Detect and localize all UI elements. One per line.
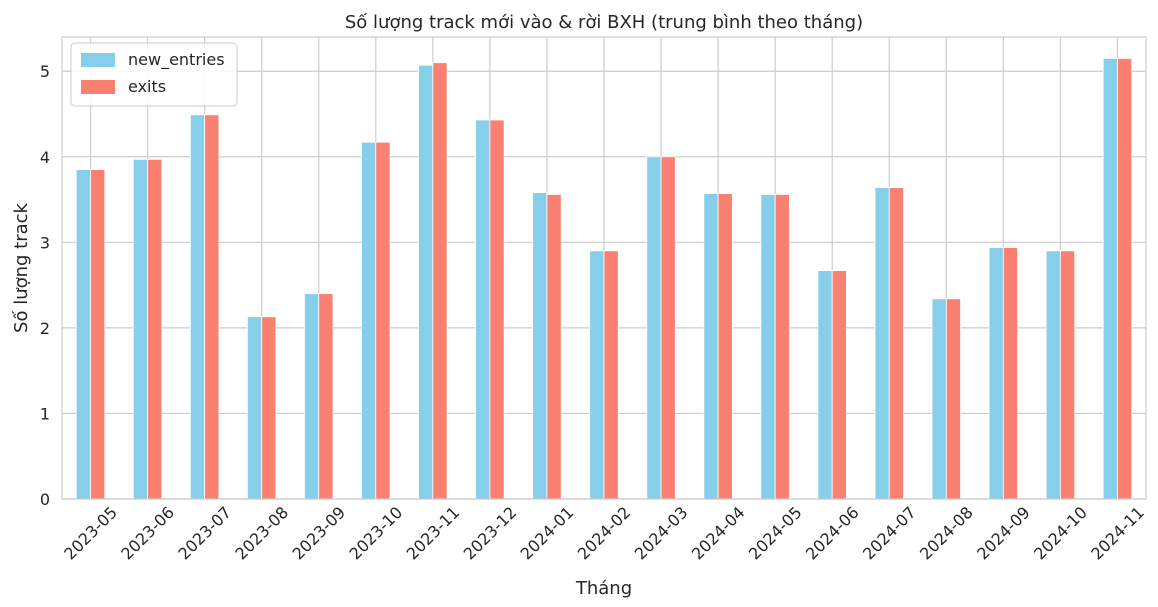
- y-tick-label: 3: [40, 233, 50, 252]
- bar-exits-2023-06: [147, 158, 163, 500]
- bars: [75, 57, 1133, 500]
- x-axis-title: Tháng: [575, 578, 632, 599]
- legend-label-exits: exits: [128, 77, 166, 96]
- bar-exits-2024-11: [1117, 57, 1133, 500]
- bar-new_entries-2023-11: [418, 64, 434, 500]
- bar-new_entries-2024-07: [874, 187, 890, 500]
- bar-exits-2024-08: [945, 298, 961, 500]
- bar-exits-2024-04: [717, 193, 733, 500]
- bar-exits-2024-01: [546, 194, 562, 500]
- bar-exits-2024-05: [774, 194, 790, 500]
- bar-exits-2023-10: [375, 141, 391, 500]
- bar-new_entries-2024-06: [817, 270, 833, 500]
- y-ticks: 0 1 2 3 4 5: [40, 62, 50, 509]
- y-tick-label: 4: [40, 148, 50, 167]
- bar-new_entries-2023-12: [475, 119, 491, 500]
- bar-exits-2024-03: [660, 156, 676, 500]
- bar-new_entries-2024-08: [931, 298, 947, 500]
- bar-exits-2024-10: [1060, 250, 1076, 500]
- y-tick-label: 2: [40, 319, 50, 338]
- plot-frame: [61, 36, 1147, 500]
- bar-exits-2023-05: [90, 169, 106, 500]
- bar-new_entries-2023-05: [75, 169, 91, 500]
- bar-new_entries-2023-06: [132, 158, 148, 500]
- bar-exits-2024-09: [1002, 247, 1019, 500]
- bar-new_entries-2024-11: [1102, 57, 1118, 500]
- chart-title: Số lượng track mới vào & rời BXH (trung …: [345, 12, 863, 33]
- y-axis-title: Số lượng track: [11, 202, 32, 333]
- bar-new_entries-2024-09: [988, 247, 1004, 500]
- bar-new_entries-2024-02: [589, 250, 605, 500]
- bar-exits-2024-06: [831, 270, 847, 500]
- bar-new_entries-2023-09: [304, 293, 320, 500]
- bar-new_entries-2024-05: [760, 194, 776, 500]
- bar-new_entries-2024-03: [646, 156, 662, 500]
- y-tick-label: 0: [40, 490, 50, 509]
- bar-new_entries-2023-10: [361, 141, 377, 500]
- y-tick-label: 1: [40, 404, 50, 423]
- bar-exits-2023-07: [204, 114, 220, 500]
- bar-exits-2023-08: [261, 316, 277, 500]
- bar-new_entries-2023-07: [189, 114, 206, 500]
- bar-new_entries-2024-01: [532, 192, 548, 500]
- bar-new_entries-2024-04: [703, 193, 719, 500]
- y-tick-label: 5: [40, 62, 50, 81]
- bar-exits-2023-11: [432, 62, 448, 500]
- bar-exits-2023-12: [489, 119, 505, 500]
- bar-exits-2024-07: [888, 187, 904, 500]
- bar-exits-2024-02: [603, 250, 619, 500]
- bar-new_entries-2024-10: [1045, 250, 1061, 500]
- legend-swatch-new_entries: [81, 53, 115, 67]
- bar-exits-2023-09: [318, 293, 334, 500]
- bar-new_entries-2023-08: [247, 316, 263, 500]
- legend-label-new_entries: new_entries: [128, 50, 225, 70]
- legend-swatch-exits: [81, 80, 115, 94]
